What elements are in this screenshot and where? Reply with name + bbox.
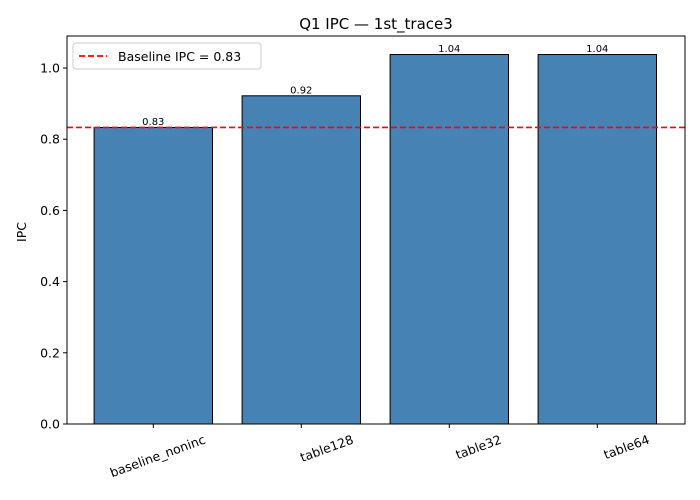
bar-table64	[537, 54, 657, 425]
bar-value-label: 1.04	[438, 44, 460, 55]
x-tick-label: table64	[601, 432, 651, 462]
y-tick-label: 0.4	[40, 274, 60, 289]
y-axis-label: IPC	[14, 222, 29, 242]
bar-baseline_noninc	[93, 126, 213, 425]
legend-label-baseline: Baseline IPC = 0.83	[118, 49, 241, 64]
x-tick-label: table32	[453, 432, 503, 462]
y-tick-label: 0.0	[40, 417, 60, 432]
bar-table128	[241, 95, 362, 425]
bar-value-label: 1.04	[586, 44, 608, 55]
bar-value-label: 0.83	[142, 117, 164, 128]
y-tick-label: 0.6	[40, 203, 60, 218]
plot-frame	[66, 35, 686, 425]
bars-group: 0.83 0.92 1.04 1.04	[93, 44, 657, 425]
x-tick-label: baseline_noninc	[108, 432, 208, 480]
bar-value-label: 0.92	[290, 85, 312, 96]
y-tick-label: 0.2	[40, 345, 60, 360]
y-tick-label: 0.8	[40, 132, 60, 147]
chart-title: Q1 IPC — 1st_trace3	[299, 15, 453, 34]
legend: Baseline IPC = 0.83	[72, 42, 262, 70]
x-tick-label: table128	[298, 432, 355, 465]
y-tick-label: 1.0	[40, 61, 60, 76]
bar-table32	[389, 54, 510, 425]
legend-box	[72, 42, 262, 70]
x-ticks-group: baseline_noninc table128 table32 table64	[108, 424, 651, 480]
y-ticks-group: 0.0 0.2 0.4 0.6 0.8 1.0	[40, 61, 67, 432]
